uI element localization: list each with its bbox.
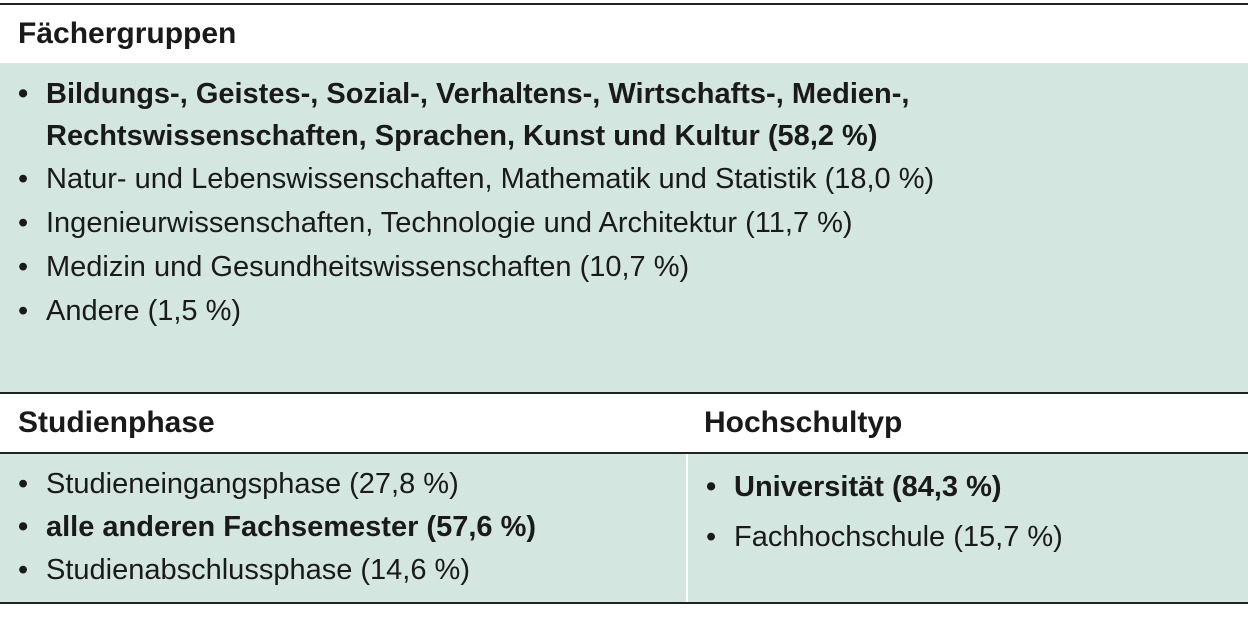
header-rule (0, 452, 1248, 454)
top-rule (0, 3, 1248, 5)
studienphase-list: Studieneingangsphase (27,8 %) alle ander… (0, 454, 686, 592)
list-item: Ingenieurwissenschaften, Technologie und… (0, 201, 1200, 245)
list-item: Natur- und Lebenswissenschaften, Mathema… (0, 157, 1200, 201)
section-rule (0, 392, 1248, 394)
column-divider (686, 454, 688, 603)
list-item: Studienabschlussphase (14,6 %) (0, 548, 686, 592)
list-item: Medizin und Gesundheitswissenschaften (1… (0, 245, 1200, 289)
list-item: Universität (84,3 %) (688, 462, 1248, 512)
faechergruppen-heading: Fächergruppen (18, 17, 237, 50)
list-item: Studieneingangsphase (27,8 %) (0, 462, 686, 506)
hochschultyp-heading: Hochschultyp (704, 406, 903, 439)
faechergruppen-panel: Bildungs-, Geistes-, Sozial-, Verhaltens… (0, 63, 1248, 393)
faechergruppen-list: Bildungs-, Geistes-, Sozial-, Verhaltens… (0, 63, 1200, 333)
hochschultyp-panel: Universität (84,3 %) Fachhochschule (15,… (688, 454, 1248, 603)
studienphase-heading: Studienphase (18, 406, 215, 439)
studienphase-panel: Studieneingangsphase (27,8 %) alle ander… (0, 454, 686, 603)
list-item: Fachhochschule (15,7 %) (688, 512, 1248, 562)
hochschultyp-list: Universität (84,3 %) Fachhochschule (15,… (688, 454, 1248, 562)
list-item: Andere (1,5 %) (0, 289, 1200, 333)
list-item: Bildungs-, Geistes-, Sozial-, Verhaltens… (0, 73, 1200, 157)
bottom-rule (0, 602, 1248, 604)
list-item: alle anderen Fachsemester (57,6 %) (0, 506, 686, 548)
